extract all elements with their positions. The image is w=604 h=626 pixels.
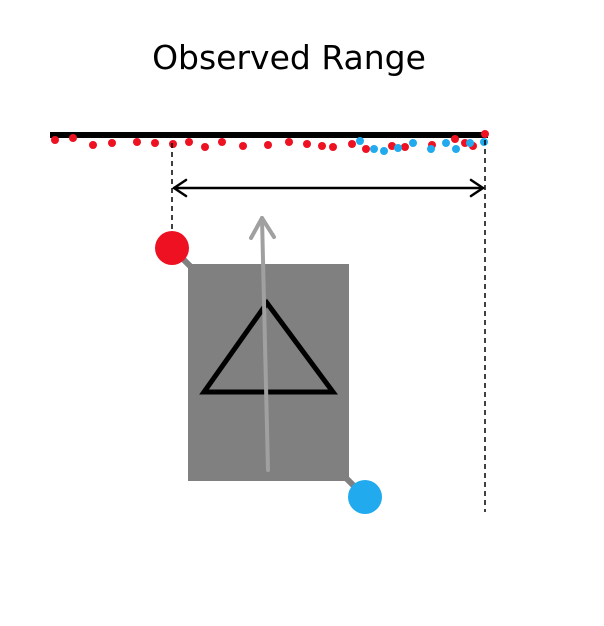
direction-arrow: [249, 216, 276, 472]
blue-end-marker: [348, 480, 382, 514]
blue-dot: [480, 138, 488, 146]
blue-dot: [442, 139, 450, 147]
blue-observations: [356, 137, 488, 155]
red-dot: [285, 138, 293, 146]
red-dot: [151, 139, 159, 147]
red-end-marker: [155, 231, 189, 265]
red-dot: [348, 140, 356, 148]
red-dot: [169, 140, 177, 148]
red-dot: [239, 142, 247, 150]
red-dot: [69, 134, 77, 142]
red-dot: [51, 136, 59, 144]
blue-dot: [409, 139, 417, 147]
red-dot: [318, 142, 326, 150]
red-dot: [264, 141, 272, 149]
red-dot: [108, 139, 116, 147]
red-dot: [481, 130, 489, 138]
blue-dot: [370, 145, 378, 153]
blue-dot: [380, 147, 388, 155]
red-dot: [185, 138, 193, 146]
blue-dot: [356, 137, 364, 145]
blue-dot: [427, 145, 435, 153]
blue-dot: [394, 144, 402, 152]
diagram-title: Observed Range: [152, 38, 426, 77]
triangle-icon: [199, 298, 338, 395]
blue-dot: [466, 139, 474, 147]
blue-dot: [452, 145, 460, 153]
red-dot: [451, 135, 459, 143]
red-dot: [401, 143, 409, 151]
red-dot: [89, 141, 97, 149]
range-arrow: [172, 178, 485, 198]
red-dot: [133, 138, 141, 146]
red-dot: [201, 143, 209, 151]
red-dot: [329, 143, 337, 151]
red-dot: [362, 145, 370, 153]
red-dot: [218, 138, 226, 146]
red-dot: [303, 140, 311, 148]
